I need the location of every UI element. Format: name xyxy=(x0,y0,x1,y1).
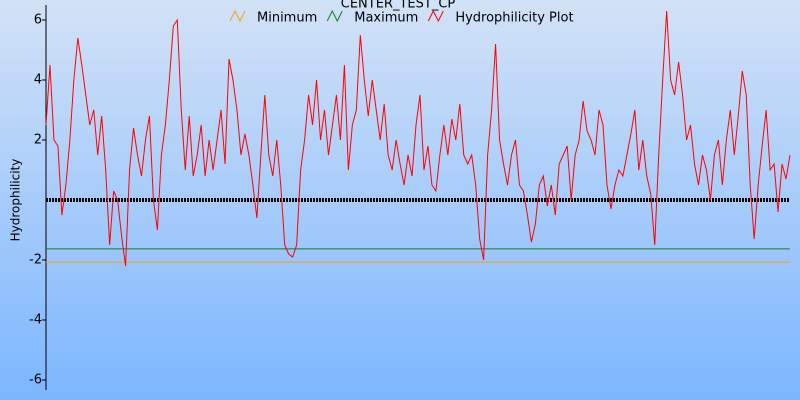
y-tick-label: 2 xyxy=(34,133,42,148)
legend-icon xyxy=(427,9,444,23)
y-axis-label: Hydrophilicity xyxy=(9,159,23,242)
legend-icon xyxy=(229,9,246,23)
legend-label: Minimum xyxy=(257,11,317,26)
y-tick-label: 4 xyxy=(34,73,42,88)
y-tick-label: -4 xyxy=(29,313,42,328)
y-tick-label: -2 xyxy=(29,253,42,268)
legend-icon xyxy=(326,9,343,23)
chart-title: CENTER_TEST_CP xyxy=(341,0,456,12)
y-tick-label: 6 xyxy=(34,13,42,28)
y-tick-label: -6 xyxy=(29,373,42,388)
legend-label: Maximum xyxy=(354,11,418,26)
legend-label: Hydrophilicity Plot xyxy=(455,11,573,26)
data-line xyxy=(45,10,791,267)
